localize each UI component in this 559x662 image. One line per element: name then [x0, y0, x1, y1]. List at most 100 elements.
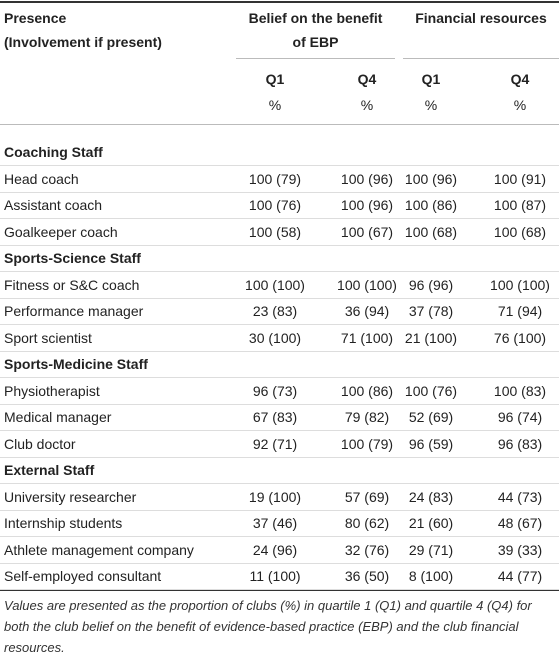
rule — [0, 1, 559, 3]
cell: 100 (96) — [340, 197, 394, 213]
cell: 71 (94) — [497, 303, 543, 319]
rule — [0, 509, 559, 511]
rule — [0, 589, 559, 591]
section-title: Sports-Medicine Staff — [4, 356, 148, 372]
group-title: of EBP — [292, 34, 339, 50]
cell: 96 (59) — [408, 435, 454, 452]
cell: 76 (100) — [493, 329, 547, 346]
cell: 100 (96) — [404, 170, 458, 187]
column-unit: % — [513, 97, 527, 113]
cell: 100 (76) — [248, 197, 302, 213]
cell: 44 (77) — [497, 568, 543, 584]
section-title: Coaching Staff — [4, 144, 103, 160]
group-title: Belief on the benefit — [248, 10, 383, 26]
header-text: Presence — [4, 10, 67, 26]
rule — [0, 430, 559, 431]
cell: 96 (73) — [252, 382, 298, 399]
cell: 8 (100) — [408, 568, 454, 584]
row-label: Physiotherapist — [4, 382, 100, 399]
rule — [0, 165, 559, 166]
cell: 52 (69) — [408, 409, 454, 425]
cell: 100 (100) — [490, 276, 550, 293]
cell: 100 (67) — [340, 223, 394, 240]
cell: 80 (62) — [344, 515, 390, 531]
cell: 100 (86) — [340, 382, 394, 399]
rule — [0, 377, 559, 378]
section-title: Sports-Science Staff — [4, 250, 141, 266]
rule — [0, 297, 559, 299]
cell: 100 (68) — [404, 223, 458, 240]
column-unit: % — [360, 97, 374, 113]
cell: 100 (87) — [493, 197, 547, 213]
cell: 23 (83) — [252, 303, 298, 319]
cell: 100 (86) — [404, 197, 458, 213]
column-unit: % — [424, 97, 438, 113]
cell: 100 (68) — [493, 223, 547, 240]
row-label: Sport scientist — [4, 329, 92, 346]
row-label: Medical manager — [4, 409, 112, 425]
cell: 36 (94) — [344, 303, 390, 319]
cell: 19 (100) — [248, 488, 302, 505]
cell: 96 (74) — [497, 409, 543, 425]
row-label: Head coach — [4, 170, 79, 187]
column-name: Q4 — [510, 71, 530, 87]
cell: 100 (100) — [337, 276, 397, 293]
cell: 48 (67) — [497, 515, 543, 531]
column-name: Q1 — [265, 71, 285, 87]
cell: 100 (79) — [340, 435, 394, 452]
row-label: Fitness or S&C coach — [4, 276, 140, 293]
cell: 29 (71) — [408, 541, 454, 558]
cell: 24 (83) — [408, 488, 454, 505]
cell: 100 (79) — [248, 170, 302, 187]
cell: 100 (100) — [245, 276, 305, 293]
rule — [0, 271, 559, 272]
rule — [403, 58, 559, 59]
cell: 71 (100) — [340, 329, 394, 346]
cell: 92 (71) — [252, 435, 298, 452]
rule — [236, 58, 395, 59]
rule — [0, 324, 559, 325]
rule — [0, 244, 559, 246]
cell: 100 (76) — [404, 382, 458, 399]
rule — [0, 218, 559, 219]
column-name: Q1 — [421, 71, 441, 87]
group-title: Financial resources — [415, 10, 547, 26]
cell: 37 (46) — [252, 515, 298, 531]
cell: 96 (96) — [408, 276, 454, 293]
rule — [0, 456, 559, 458]
cell: 21 (60) — [408, 515, 454, 531]
cell: 39 (33) — [497, 541, 543, 558]
cell: 79 (82) — [344, 409, 390, 425]
footnote: Values are presented as the proportion o… — [4, 597, 532, 655]
rule — [0, 403, 559, 405]
row-label: University researcher — [4, 488, 137, 505]
cell: 96 (83) — [497, 435, 543, 452]
cell: 67 (83) — [252, 409, 298, 425]
cell: 21 (100) — [404, 329, 458, 346]
row-label: Self-employed consultant — [4, 568, 162, 584]
cell: 100 (96) — [340, 170, 394, 187]
row-label: Internship students — [4, 515, 123, 531]
column-name: Q4 — [357, 71, 377, 87]
cell: 44 (73) — [497, 488, 543, 505]
row-label: Goalkeeper coach — [4, 223, 118, 240]
cell: 100 (83) — [493, 382, 547, 399]
cell: 32 (76) — [344, 541, 390, 558]
rule — [0, 536, 559, 537]
cell: 24 (96) — [252, 541, 298, 558]
rule — [0, 562, 559, 564]
rule — [0, 350, 559, 352]
row-label: Assistant coach — [4, 197, 103, 213]
rule — [0, 191, 559, 193]
header-text: (Involvement if present) — [4, 34, 162, 50]
cell: 57 (69) — [344, 488, 390, 505]
section-title: External Staff — [4, 462, 95, 478]
column-unit: % — [268, 97, 282, 113]
row-label: Athlete management company — [4, 541, 194, 558]
cell: 11 (100) — [249, 568, 301, 584]
cell: 37 (78) — [408, 303, 454, 319]
cell: 30 (100) — [248, 329, 302, 346]
cell: 36 (50) — [344, 568, 390, 584]
rule — [0, 483, 559, 484]
